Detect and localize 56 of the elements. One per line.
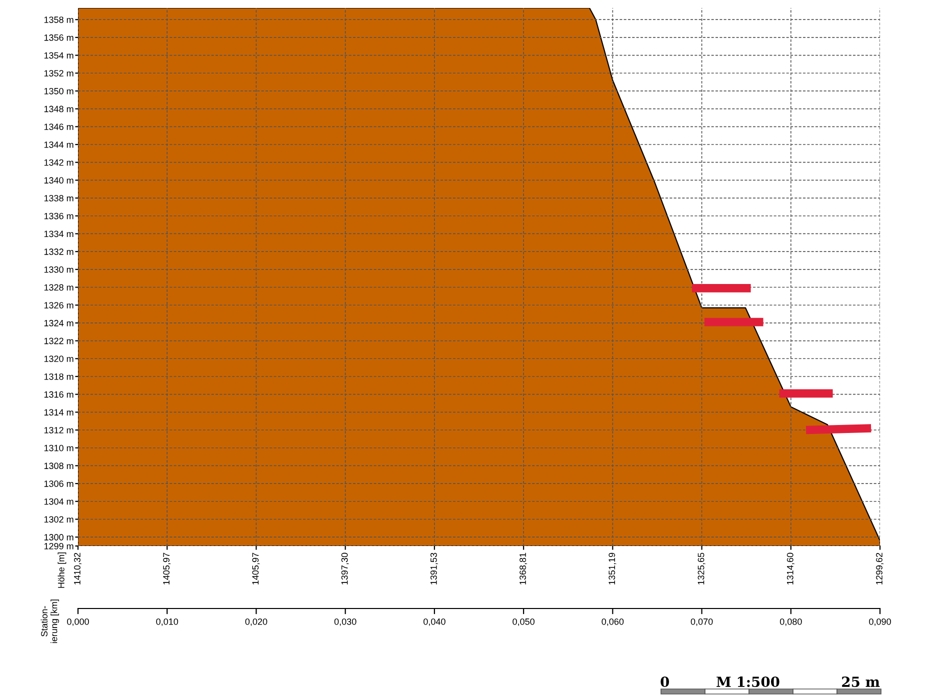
text: 25 m — [842, 676, 880, 688]
y-tick-label: 1330 m — [44, 266, 74, 273]
text: 1299,62 — [876, 552, 884, 584]
x-tick-label: 0,090 — [869, 618, 891, 626]
text: 1397,30 — [341, 552, 349, 584]
text: Höhe [m] — [58, 552, 66, 588]
text: 1405,97 — [252, 552, 260, 584]
y-tick-label: 1324 m — [44, 320, 74, 326]
y-tick-label: 1310 m — [44, 444, 74, 452]
y-tick-label: 1350 m — [44, 88, 74, 94]
y-tick-label: 1306 m — [44, 480, 74, 487]
x-tick-label: 0,050 — [512, 618, 534, 626]
y-tick-label: 1352 m — [44, 70, 74, 76]
y-tick-label: 1318 m — [44, 373, 74, 380]
y-tick-label: 1354 m — [44, 52, 74, 59]
y-tick-label: 1320 m — [44, 356, 74, 362]
x-tick-label: 0,080 — [780, 618, 802, 626]
text: 1391,53 — [430, 552, 438, 584]
y-tick-label: 1328 m — [44, 284, 74, 291]
y-tick-label: 1304 m — [44, 498, 74, 505]
y-tick-label: 1336 m — [44, 212, 74, 220]
x-tick-label: 0,060 — [602, 618, 624, 626]
x-tick-label: 0,030 — [334, 618, 356, 626]
y-tick-label: 1346 m — [44, 124, 74, 130]
y-tick-label: 1299 m — [44, 542, 74, 550]
text: 1405,97 — [163, 552, 171, 584]
y-tick-label: 1340 m — [44, 177, 74, 184]
x-tick-label: 0,070 — [690, 618, 713, 626]
x-tick-label: 0,040 — [424, 618, 446, 626]
y-tick-label: 1308 m — [44, 462, 74, 470]
y-tick-label: 1348 m — [44, 106, 74, 112]
y-tick-label: 1322 m — [44, 338, 74, 344]
y-tick-label: 1358 m — [44, 16, 74, 23]
y-tick-label: 1344 m — [44, 141, 74, 148]
x-tick-label: 0,000 — [67, 618, 89, 626]
y-tick-label: 1356 m — [44, 34, 74, 41]
y-tick-label: 1302 m — [44, 516, 74, 523]
y-tick-label: 1316 m — [44, 391, 74, 398]
text: 1314,60 — [786, 552, 794, 584]
text: 0 — [660, 676, 670, 688]
y-tick-label: 1334 m — [44, 230, 74, 238]
text: M 1:500 — [716, 676, 780, 688]
x-tick-label: 0,010 — [156, 618, 178, 626]
text: 1351,19 — [608, 552, 616, 584]
y-tick-label: 1300 m — [44, 534, 74, 540]
text: 1410,32 — [74, 552, 82, 584]
y-tick-label: 1326 m — [44, 302, 74, 308]
y-tick-label: 1338 m — [44, 195, 74, 202]
text: Station- ierung [km] — [40, 600, 59, 644]
y-tick-label: 1332 m — [44, 248, 74, 255]
y-tick-label: 1312 m — [44, 426, 74, 434]
text: 1325,65 — [698, 552, 706, 584]
text: 1368,81 — [520, 552, 528, 584]
y-tick-label: 1342 m — [44, 159, 74, 166]
x-tick-label: 0,020 — [245, 618, 268, 626]
y-tick-label: 1314 m — [44, 409, 74, 416]
